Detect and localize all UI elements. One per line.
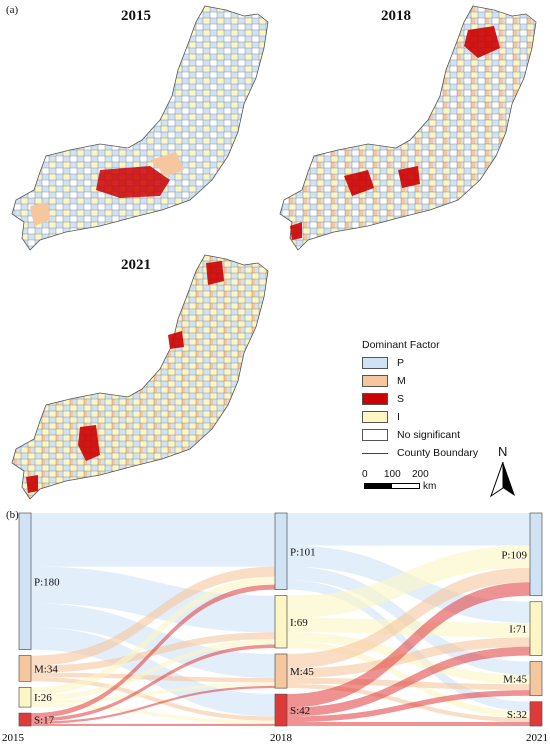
sankey-chart: P:180 M:34 I:26 S:17 P:101 I:69 M:45 S:42 P:109 I… bbox=[2, 512, 548, 744]
legend-swatch-s bbox=[362, 393, 388, 405]
sankey-flow-S-to-M-2015 bbox=[31, 685, 275, 724]
scale-tick-100: 100 bbox=[384, 469, 401, 480]
legend-label-no-significant: No significant bbox=[397, 429, 461, 441]
sankey-year-label-2021: 2021 bbox=[526, 732, 548, 744]
legend-boundary-line bbox=[362, 452, 388, 454]
legend-item-m: M bbox=[362, 374, 406, 388]
legend-label-p: P bbox=[397, 357, 405, 369]
map-2018-s-center bbox=[398, 166, 420, 188]
sankey-node-label-2018-S: S:42 bbox=[290, 705, 310, 717]
legend-swatch-no-significant bbox=[362, 429, 388, 441]
map-2021-s-mid bbox=[168, 331, 184, 349]
sankey-node-label-2018-I: I:69 bbox=[290, 617, 308, 629]
sankey-flow-S-to-S-2018 bbox=[287, 722, 530, 726]
map-2021-s-west bbox=[78, 425, 100, 461]
map-2021-s-north bbox=[206, 261, 224, 285]
map-title-2018: 2018 bbox=[381, 8, 411, 24]
sankey-flow-I-to-P-2015 bbox=[31, 576, 275, 696]
sankey-flow-P-to-P-2015 bbox=[31, 513, 275, 567]
sankey-node-2018-S bbox=[274, 693, 288, 727]
map-2015-m-area-2 bbox=[150, 152, 184, 176]
legend-item-i: I bbox=[362, 410, 400, 424]
sankey-flow-P-to-P-2018 bbox=[287, 513, 530, 546]
legend-item-p: P bbox=[362, 356, 404, 370]
map-2021 bbox=[11, 254, 269, 500]
sankey-flow-M-to-M-2015 bbox=[31, 672, 275, 683]
legend-swatch-m bbox=[362, 375, 388, 387]
sankey-node-2015-M bbox=[18, 655, 32, 682]
sankey-flow-M-to-P-2015 bbox=[31, 566, 275, 666]
sankey-node-2021-S bbox=[529, 701, 543, 727]
sankey-flow-I-to-M-2015 bbox=[31, 682, 275, 704]
sankey-node-2018-P bbox=[274, 512, 288, 590]
legend-swatch-p bbox=[362, 357, 388, 369]
scale-tick-0: 0 bbox=[362, 469, 368, 480]
sankey-node-label-2021-S: S:32 bbox=[507, 709, 527, 721]
legend-label-i: I bbox=[397, 411, 400, 423]
map-2018-s-west bbox=[344, 170, 374, 196]
legend-label-m: M bbox=[397, 375, 406, 387]
sankey-flow-I-to-P-2018 bbox=[287, 545, 530, 618]
sankey-node-2018-M bbox=[274, 653, 288, 689]
sankey-node-label-2015-I: I:26 bbox=[34, 692, 52, 704]
sankey-node-label-2015-M: M:34 bbox=[34, 663, 58, 675]
north-label: N bbox=[498, 444, 508, 459]
scale-bar-graphic bbox=[364, 483, 420, 489]
map-title-2015: 2015 bbox=[121, 8, 151, 24]
sankey-node-2021-I bbox=[529, 601, 543, 656]
sankey-flow-S-to-M-2018 bbox=[287, 690, 530, 723]
legend-item-no-significant: No significant bbox=[362, 428, 460, 442]
map-2018-s-north bbox=[464, 26, 500, 58]
maps-layer bbox=[11, 5, 537, 500]
north-arrow-icon bbox=[490, 462, 515, 498]
map-title-2021: 2021 bbox=[121, 257, 151, 273]
sankey-node-label-2021-I: I:71 bbox=[509, 624, 527, 636]
sankey-flow-I-to-S-2015 bbox=[31, 703, 275, 724]
sankey-node-2015-S bbox=[18, 712, 32, 727]
sankey-node-label-2015-S: S:17 bbox=[34, 715, 55, 727]
sankey-node-label-2018-P: P:101 bbox=[290, 546, 316, 558]
map-2021-s-southwest bbox=[26, 475, 38, 493]
legend-item-s: S bbox=[362, 392, 404, 406]
map-2015-m-area bbox=[30, 202, 50, 226]
sankey-year-label-2018: 2018 bbox=[270, 732, 293, 744]
legend-swatch-i bbox=[362, 411, 388, 423]
sankey-flow-M-to-S-2018 bbox=[287, 683, 530, 723]
sankey-flow-M-to-S-2015 bbox=[31, 677, 275, 721]
map-2018 bbox=[279, 5, 537, 251]
sankey-flow-S-to-P-2018 bbox=[287, 582, 530, 708]
sankey-flow-S-to-I-2015 bbox=[31, 644, 275, 722]
sankey-links bbox=[31, 513, 530, 726]
sankey-node-label-2015-P: P:180 bbox=[34, 576, 60, 588]
legend-label-boundary: County Boundary bbox=[397, 447, 479, 459]
map-2015-s-cluster bbox=[96, 166, 170, 198]
sankey-node-2015-P bbox=[18, 512, 32, 650]
panel-a-label: (a) bbox=[6, 4, 19, 16]
sankey-node-label-2021-P: P:109 bbox=[501, 549, 527, 561]
sankey-flow-M-to-I-2018 bbox=[287, 637, 530, 678]
legend-item-boundary: County Boundary bbox=[362, 446, 478, 460]
sankey-node-label-2018-M: M:45 bbox=[290, 666, 314, 678]
sankey-node-2021-M bbox=[529, 661, 543, 697]
sankey-flow-S-to-I-2018 bbox=[287, 646, 530, 717]
sankey-flow-I-to-I-2018 bbox=[287, 617, 530, 638]
sankey-node-2021-P bbox=[529, 512, 543, 597]
map-2018-s-southwest bbox=[290, 222, 302, 240]
map-2015 bbox=[11, 5, 269, 251]
sankey-year-label-2015: 2015 bbox=[2, 732, 25, 744]
panel-b-label: (b) bbox=[6, 509, 19, 521]
sankey-flow-I-to-I-2015 bbox=[31, 639, 275, 701]
sankey-flow-M-to-P-2018 bbox=[287, 567, 530, 669]
sankey-flow-S-to-P-2015 bbox=[31, 584, 275, 719]
sankey-flow-S-to-S-2015 bbox=[31, 723, 275, 726]
sankey-node-label-2021-M: M:45 bbox=[503, 674, 527, 686]
sankey-flow-P-to-M-2015 bbox=[31, 603, 275, 678]
legend-label-s: S bbox=[397, 393, 405, 405]
scale-unit: km bbox=[423, 481, 437, 492]
sankey-flow-P-to-I-2015 bbox=[31, 566, 275, 633]
sankey-node-2018-I bbox=[274, 595, 288, 649]
legend-title: Dominant Factor bbox=[362, 339, 440, 351]
scale-tick-200: 200 bbox=[412, 469, 429, 480]
sankey-node-2015-I bbox=[18, 687, 32, 708]
